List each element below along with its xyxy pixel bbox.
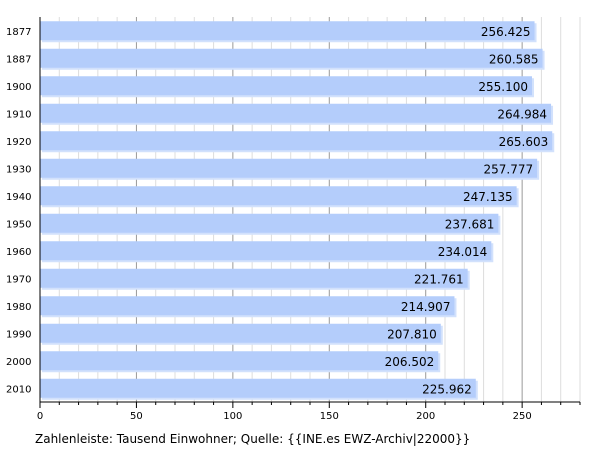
- value-label: 264.984: [497, 107, 547, 121]
- bar: [40, 268, 468, 288]
- bar: [40, 21, 535, 41]
- category-label: 1960: [6, 247, 31, 258]
- category-label: 2010: [6, 384, 31, 395]
- bar: [40, 186, 517, 206]
- category-label: 2000: [6, 357, 31, 368]
- category-label: 1920: [6, 137, 31, 148]
- category-label: 1887: [6, 54, 31, 65]
- value-label: 257.777: [484, 162, 534, 176]
- category-label: 1990: [6, 329, 31, 340]
- value-label: 207.810: [387, 327, 437, 341]
- value-label: 225.962: [422, 382, 472, 396]
- category-label: 1970: [6, 274, 31, 285]
- value-label: 260.585: [489, 52, 539, 66]
- category-label: 1910: [6, 109, 31, 120]
- value-label: 265.603: [499, 135, 549, 149]
- value-label: 214.907: [401, 300, 451, 314]
- category-label: 1940: [6, 192, 31, 203]
- bar: [40, 351, 439, 371]
- x-tick-label: 0: [37, 411, 43, 422]
- x-tick-label: 50: [130, 411, 143, 422]
- bar: [40, 378, 476, 398]
- x-tick-label: 200: [416, 411, 435, 422]
- value-label: 247.135: [463, 190, 513, 204]
- category-label: 1900: [6, 82, 31, 93]
- value-label: 234.014: [438, 245, 488, 259]
- bar: [40, 241, 492, 261]
- x-tick-label: 100: [223, 411, 242, 422]
- value-label: 221.761: [414, 272, 464, 286]
- category-label: 1980: [6, 302, 31, 313]
- bar: [40, 76, 532, 96]
- bar: [40, 296, 455, 316]
- value-label: 237.681: [445, 217, 495, 231]
- value-label: 255.100: [478, 80, 528, 94]
- value-label: 206.502: [385, 355, 435, 369]
- bar: [40, 323, 441, 343]
- bar: [40, 48, 543, 68]
- value-label: 256.425: [481, 25, 531, 39]
- category-label: 1950: [6, 219, 31, 230]
- bar: [40, 213, 499, 233]
- bar: [40, 103, 552, 123]
- category-label: 1930: [6, 164, 31, 175]
- x-tick-label: 150: [320, 411, 339, 422]
- x-tick-label: 250: [513, 411, 532, 422]
- category-label: 1877: [6, 27, 31, 38]
- bar: [40, 158, 538, 178]
- bar: [40, 131, 553, 151]
- chart-caption: Zahlenleiste: Tausend Einwohner; Quelle:…: [35, 432, 471, 446]
